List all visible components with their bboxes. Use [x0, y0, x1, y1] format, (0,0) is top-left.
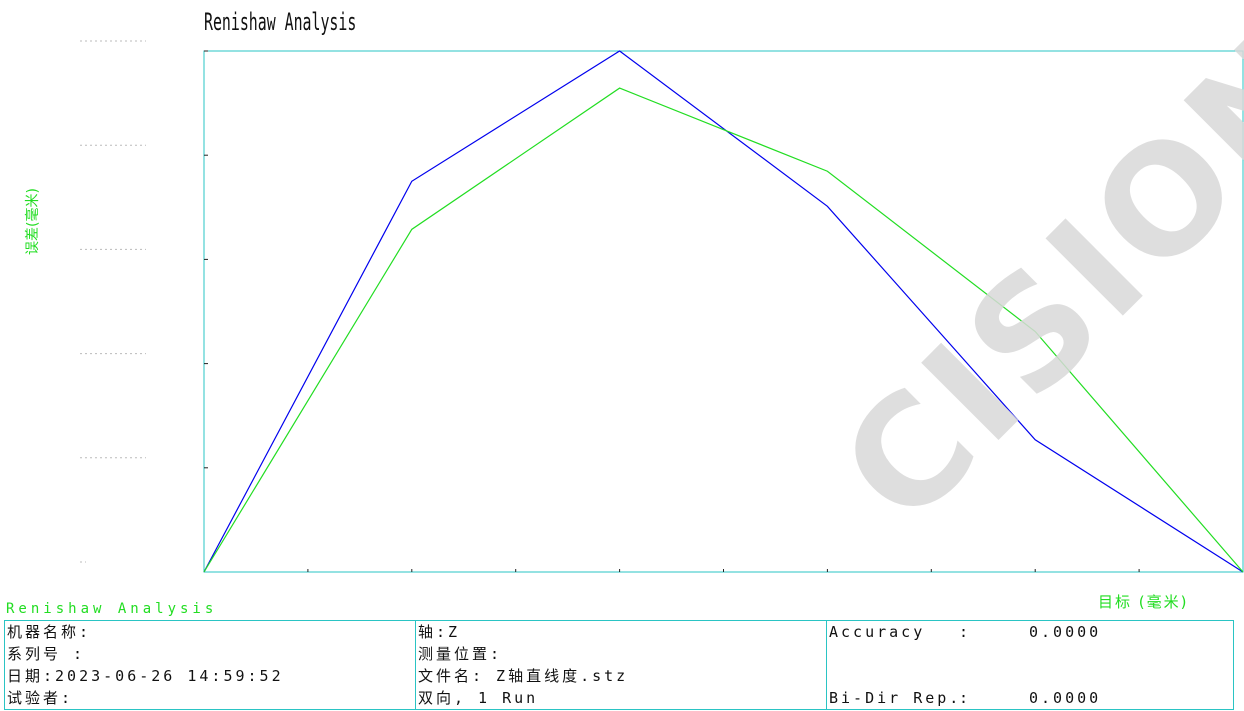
- axis-line: 轴:Z: [418, 623, 461, 641]
- results-cell: Accuracy : 0.0000 Bi-Dir Rep. : 0.0000: [826, 620, 1234, 710]
- series-lines: [203, 50, 1244, 573]
- series-line-1: [203, 50, 1244, 573]
- footer-title: Renishaw Analysis: [6, 601, 218, 617]
- date-line: 日期:2023-06-26 14:59:52: [7, 667, 284, 685]
- blank-line-2: [827, 665, 1233, 687]
- run-mode-line: 双向, 1 Run: [418, 689, 539, 707]
- machine-name-line: 机器名称:: [7, 623, 92, 641]
- serial-number-line: 系列号 :: [7, 645, 86, 663]
- bidir-separator: :: [959, 689, 972, 707]
- y-axis-label: 误差(毫米): [25, 188, 41, 255]
- tester-line: 试验者:: [7, 689, 74, 707]
- chart-title: Renishaw Analysis: [204, 8, 357, 36]
- series-line-2: [203, 87, 1244, 573]
- x-ticks: [307, 569, 1140, 572]
- accuracy-separator: :: [959, 623, 972, 641]
- info-table: 机器名称: 系列号 : 日期:2023-06-26 14:59:52 试验者: …: [4, 620, 1234, 710]
- accuracy-line: Accuracy : 0.0000: [827, 621, 1233, 643]
- chart-plot: [80, 40, 1244, 573]
- accuracy-value: 0.0000: [1029, 623, 1102, 641]
- file-name-line: 文件名: Z轴直线度.stz: [418, 667, 629, 685]
- bidir-value: 0.0000: [1029, 689, 1102, 707]
- axis-info-cell: 轴:Z 测量位置: 文件名: Z轴直线度.stz 双向, 1 Run: [415, 620, 827, 710]
- bidir-line: Bi-Dir Rep. : 0.0000: [827, 687, 1233, 709]
- accuracy-label: Accuracy: [829, 623, 926, 641]
- x-axis-label: 目标 (毫米): [1098, 593, 1189, 611]
- blank-line-1: [827, 643, 1233, 665]
- machine-info-cell: 机器名称: 系列号 : 日期:2023-06-26 14:59:52 试验者:: [4, 620, 416, 710]
- bidir-label: Bi-Dir Rep.: [829, 689, 962, 707]
- y-ticks: [80, 40, 208, 563]
- measure-position-line: 测量位置:: [418, 645, 503, 663]
